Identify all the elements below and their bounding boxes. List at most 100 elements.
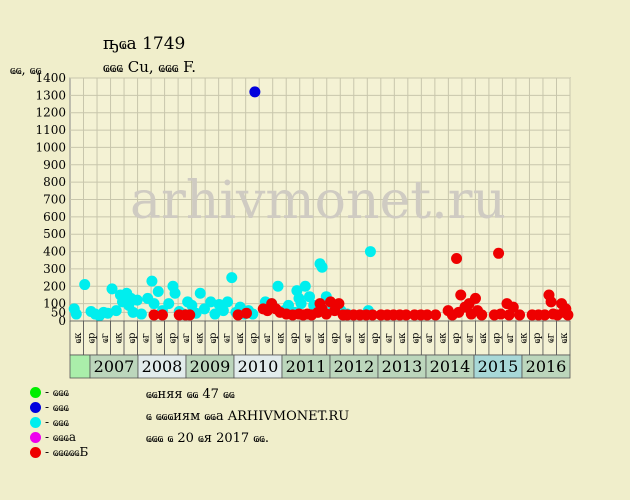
data-point xyxy=(148,298,160,310)
period-label: ҩк xyxy=(73,332,84,343)
data-point xyxy=(106,283,118,295)
legend-item: - ҩҩҩҩҩБ xyxy=(30,445,88,460)
year-label: 2007 xyxy=(94,357,135,376)
data-point xyxy=(451,253,463,265)
period-label: ҩк xyxy=(154,332,165,343)
data-point xyxy=(514,309,526,321)
period-label: ҩр xyxy=(492,333,503,344)
period-label: ҩг xyxy=(343,333,354,343)
data-point xyxy=(79,279,91,291)
data-point xyxy=(539,309,551,321)
period-label: ҩр xyxy=(127,333,138,344)
period-label: ҩг xyxy=(181,333,192,343)
legend-dot-icon xyxy=(30,387,41,398)
legend-label: - ҩҩҩҩҩБ xyxy=(45,445,89,459)
data-point xyxy=(421,309,433,321)
data-point xyxy=(469,292,481,304)
data-point xyxy=(476,309,488,321)
data-point xyxy=(400,309,412,321)
legend-label: - ҩҩҩ xyxy=(45,415,69,429)
legend-item: - ҩҩҩа xyxy=(30,430,88,445)
period-label: ҩг xyxy=(424,333,435,343)
data-point xyxy=(364,246,376,258)
y-tick-label: 1000 xyxy=(35,140,66,154)
y-axis-unit: ҩҩ, ҩҩ xyxy=(10,63,42,78)
y-tick-label: 100 xyxy=(43,297,66,311)
period-label: ҩк xyxy=(397,332,408,343)
y-tick-label: 1100 xyxy=(35,123,66,137)
period-label: ҩг xyxy=(546,333,557,343)
y-tick-label: 0 xyxy=(58,314,66,328)
y-tick-label: 400 xyxy=(43,245,66,259)
period-label: ҩр xyxy=(532,333,543,344)
period-label: ҩк xyxy=(275,332,286,343)
legend-label: - ҩҩҩ xyxy=(45,385,69,399)
period-label: ҩр xyxy=(330,333,341,344)
data-point xyxy=(232,309,244,321)
period-label: ҩр xyxy=(289,333,300,344)
y-tick-label: 50 xyxy=(51,305,66,319)
data-point xyxy=(209,308,221,320)
data-point xyxy=(299,280,311,292)
data-point xyxy=(495,308,507,320)
data-point xyxy=(226,272,238,284)
period-label: ҩг xyxy=(302,333,313,343)
data-point xyxy=(320,308,332,320)
period-label: ҩг xyxy=(505,333,516,343)
data-point xyxy=(430,309,442,321)
period-label: ҩр xyxy=(167,333,178,344)
year-label: 2013 xyxy=(382,357,423,376)
legend-dot-icon xyxy=(30,417,41,428)
data-point xyxy=(146,275,158,287)
year-cell xyxy=(521,354,571,379)
legend-item: - ҩҩҩ xyxy=(30,400,88,415)
legend-dot-icon xyxy=(30,402,41,413)
y-tick-label: 1400 xyxy=(35,71,66,85)
data-point xyxy=(110,305,122,317)
data-point xyxy=(240,307,252,319)
page-title: ҧҩа 1749 xyxy=(103,34,186,54)
period-label: ҩк xyxy=(519,332,530,343)
data-point xyxy=(325,296,337,308)
period-label: ҩк xyxy=(113,332,124,343)
year-label: 2012 xyxy=(334,357,375,376)
y-tick-label: 800 xyxy=(43,175,66,189)
y-tick-label: 1200 xyxy=(35,106,66,120)
y-tick-label: 700 xyxy=(43,193,66,207)
period-label: ҩк xyxy=(438,332,449,343)
data-point xyxy=(217,305,229,317)
info-line: ҩҩняя ҩҩ 47 ҩҩ xyxy=(146,387,235,402)
data-point xyxy=(169,287,181,299)
period-label: ҩр xyxy=(208,333,219,344)
y-tick-label: 300 xyxy=(43,262,66,276)
period-label: ҩг xyxy=(262,333,273,343)
year-label: 2011 xyxy=(286,357,327,376)
year-label: 2008 xyxy=(142,357,183,376)
period-label: ҩр xyxy=(411,333,422,344)
info-line: ҩҩҩ ҩ 20 ҩя 2017 ҩҩ. xyxy=(146,431,270,446)
period-label: ҩр xyxy=(370,333,381,344)
watermark: arhivmonet.ru xyxy=(130,171,506,231)
data-point xyxy=(333,298,345,310)
period-label: ҩк xyxy=(235,332,246,343)
info-line: ҩ ҩҩҩиям ҩҩа ARHIVMONET.RU xyxy=(146,409,350,424)
y-tick-label: 1300 xyxy=(35,88,66,102)
data-point xyxy=(562,309,574,321)
period-label: ҩк xyxy=(194,332,205,343)
y-tick-label: 600 xyxy=(43,210,66,224)
data-point xyxy=(222,296,234,308)
data-point xyxy=(194,287,206,299)
legend-label: - ҩҩҩа xyxy=(45,430,77,444)
period-label: ҩг xyxy=(100,333,111,343)
data-point xyxy=(102,307,114,319)
period-label: ҩг xyxy=(465,333,476,343)
legend-dot-icon xyxy=(30,447,41,458)
info-block: ҩҩняя ҩҩ 47 ҩҩ ҩ ҩҩҩиям ҩҩа ARHIVMONET.R… xyxy=(146,384,349,450)
data-point xyxy=(545,296,557,308)
year-label: 2010 xyxy=(238,357,279,376)
data-point xyxy=(127,306,139,318)
legend-item: - ҩҩҩ xyxy=(30,415,88,430)
legend-label: - ҩҩҩ xyxy=(45,400,69,414)
data-point xyxy=(205,296,217,308)
